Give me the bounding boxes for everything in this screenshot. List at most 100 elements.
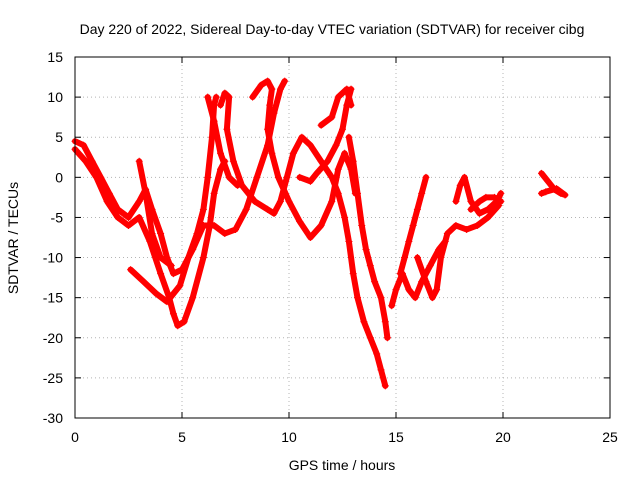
data-point-marker [398,270,406,278]
data-point-marker [388,302,396,310]
data-point-marker [176,282,184,290]
data-point-marker [345,133,353,141]
data-point-marker [411,294,419,302]
data-point-marker [114,213,122,221]
data-point-marker [135,197,143,205]
data-point-marker [105,189,113,197]
plot-frame [74,56,611,419]
data-point-marker [349,270,357,278]
data-point-marker [264,205,272,213]
data-point-marker [92,173,100,181]
data-point-marker [225,173,233,181]
data-point-marker [418,189,426,197]
data-point-marker [544,177,552,185]
data-point-marker [210,189,218,197]
data-point-marker [242,205,250,213]
data-point-marker [270,209,278,217]
data-point-marker [345,238,353,246]
axis-ticks: 0 5 10 15 20 25 15 10 5 0 -5 -10 -15 -20 -25 -30 [43,49,618,445]
data-point-marker [383,334,391,342]
data-point-marker [373,350,381,358]
data-point-marker [405,238,413,246]
data-point-marker [362,246,370,254]
y-tick-label: 5 [55,129,63,145]
data-point-marker [437,254,445,262]
series-trace-arc10 [296,86,355,185]
data-point-marker [463,225,471,233]
series-trace-arc11 [345,134,391,341]
data-point-marker [152,290,160,298]
data-point-marker [343,101,351,109]
data-point-marker [377,294,385,302]
data-point-marker [210,117,218,125]
data-point-marker [157,229,165,237]
y-tick-label: -10 [43,250,63,266]
data-point-marker [180,318,188,326]
data-point-marker [405,286,413,294]
data-point-marker [401,254,409,262]
x-tick-label: 5 [178,429,186,445]
chart-title: Day 220 of 2022, Sidereal Day-to-day VTE… [80,21,585,37]
series-trace-arc2 [72,146,228,329]
data-point-marker [139,278,147,286]
data-point-marker [475,209,483,217]
data-point-marker [296,173,304,181]
data-point-marker [88,157,96,165]
y-tick-label: -15 [43,290,63,306]
x-axis-label: GPS time / hours [289,457,396,473]
data-point-marker [285,197,293,205]
data-point-marker [328,113,336,121]
data-point-marker [264,125,272,133]
data-point-marker [484,213,492,221]
data-point-marker [553,185,560,193]
data-point-marker [557,189,565,197]
series-trace-arc1 [72,138,207,277]
data-point-marker [347,85,355,93]
x-tick-label: 15 [388,429,404,445]
data-point-marker [349,157,357,165]
data-point-marker [266,101,274,109]
x-tick-label: 25 [602,429,618,445]
data-point-marker [452,197,460,205]
data-point-marker [413,254,421,262]
data-point-marker [306,234,314,241]
data-point-marker [306,141,314,149]
x-tick-label: 20 [495,429,511,445]
data-point-marker [189,294,197,302]
data-point-marker [358,221,366,229]
data-point-marker [217,149,225,157]
data-point-marker [328,197,336,205]
data-point-marker [475,197,483,205]
data-point-marker [456,181,464,189]
x-tick-label: 10 [281,429,297,445]
data-point-marker [157,270,165,278]
data-point-marker [377,366,385,374]
series-trace-arc8 [249,78,359,241]
data-point-marker [238,181,246,189]
data-point-marker [317,157,325,165]
data-point-marker [298,133,306,141]
data-point-marker [538,189,546,197]
data-point-marker [433,286,441,294]
data-point-marker [366,262,374,270]
data-point-marker [223,125,231,133]
data-point-marker [217,101,225,109]
data-point-marker [341,213,349,221]
data-point-marker [125,213,132,221]
data-point-marker [276,197,284,205]
data-point-marker [490,193,498,201]
data-point-marker [561,191,569,199]
gridlines [75,57,610,418]
data-point-marker [306,177,314,185]
data-point-marker [169,310,177,318]
data-point-marker [413,205,421,213]
data-point-marker [473,221,481,229]
series-trace-arc14 [414,202,502,301]
y-tick-label: 0 [55,169,63,185]
data-point-marker [482,193,490,201]
data-point-marker [371,278,379,286]
data-point-marker [422,278,430,286]
data-point-marker [274,173,282,181]
data-point-marker [392,286,400,294]
data-point-marker [221,89,229,97]
